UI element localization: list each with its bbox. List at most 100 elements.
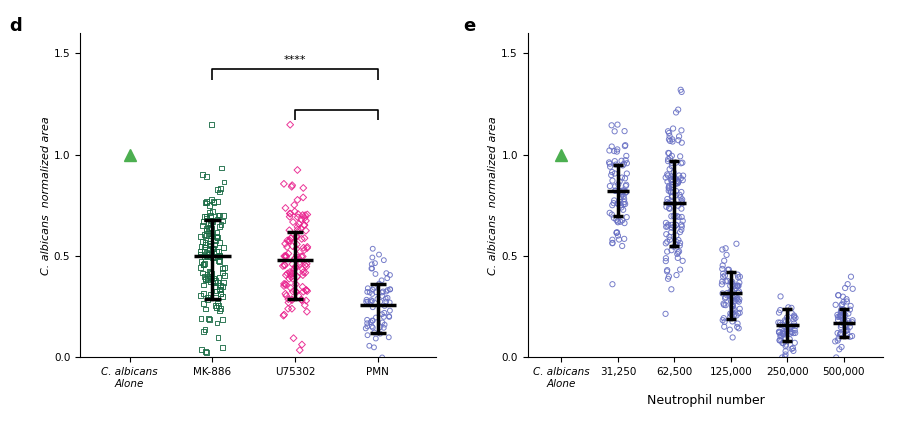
Text: e: e (464, 17, 476, 35)
Point (195, 238, 210, 245)
Point (297, 235, 311, 242)
Y-axis label: C. albicans  normalized area: C. albicans normalized area (41, 116, 51, 275)
Point (614, 204, 628, 211)
Point (771, 319, 786, 326)
Point (837, 311, 851, 318)
Point (295, 253, 310, 260)
Point (676, 218, 690, 224)
Point (289, 289, 303, 296)
Point (669, 192, 683, 198)
Point (199, 226, 213, 232)
Point (617, 142, 632, 149)
Point (670, 212, 684, 219)
Point (788, 329, 803, 336)
Point (716, 262, 730, 269)
Point (840, 296, 854, 303)
Point (370, 296, 384, 302)
Point (832, 335, 846, 342)
Point (216, 344, 230, 351)
Point (716, 315, 731, 321)
Point (205, 208, 220, 215)
Point (732, 282, 746, 289)
Point (280, 270, 294, 277)
Point (616, 189, 630, 195)
Point (298, 269, 312, 276)
Point (776, 329, 790, 336)
Point (725, 287, 740, 294)
Point (674, 214, 688, 220)
Point (210, 287, 224, 294)
Point (724, 298, 738, 305)
Point (196, 261, 211, 268)
Point (605, 143, 619, 150)
Point (204, 217, 219, 223)
Point (203, 224, 218, 231)
Point (210, 234, 224, 241)
Point (212, 253, 227, 260)
Point (619, 153, 634, 159)
Point (733, 279, 747, 286)
Point (210, 187, 224, 193)
Point (287, 208, 302, 215)
Point (375, 319, 390, 326)
Point (288, 255, 302, 262)
Point (360, 288, 374, 295)
Point (215, 265, 230, 272)
Point (725, 303, 740, 310)
Point (605, 202, 619, 209)
Point (729, 296, 743, 303)
Point (836, 298, 850, 305)
Point (659, 204, 673, 210)
Point (675, 139, 689, 146)
Point (663, 176, 678, 183)
Point (285, 288, 300, 295)
Point (202, 246, 216, 253)
Point (197, 213, 211, 220)
Point (368, 271, 382, 277)
Point (291, 254, 305, 261)
Point (214, 221, 229, 228)
Point (211, 212, 225, 219)
Point (831, 337, 845, 344)
Point (731, 274, 745, 281)
Point (194, 258, 208, 265)
Point (202, 316, 217, 323)
Point (364, 261, 379, 268)
Point (283, 210, 297, 217)
Point (831, 329, 845, 336)
Point (291, 196, 305, 203)
Point (197, 273, 211, 280)
Point (198, 199, 212, 206)
Point (202, 225, 216, 232)
Point (674, 226, 688, 233)
Point (292, 261, 307, 268)
Point (732, 288, 746, 295)
Point (665, 176, 680, 182)
Point (659, 220, 673, 226)
Point (619, 181, 634, 188)
Point (284, 235, 298, 242)
Point (215, 316, 230, 323)
Point (780, 326, 795, 333)
Point (603, 160, 617, 167)
X-axis label: Neutrophil number: Neutrophil number (646, 394, 764, 407)
Point (373, 298, 387, 305)
Point (664, 286, 679, 293)
Point (202, 220, 216, 226)
Point (783, 324, 797, 331)
Point (198, 275, 212, 282)
Point (292, 259, 307, 265)
Point (376, 324, 391, 331)
Point (659, 258, 673, 265)
Point (664, 247, 679, 254)
Point (278, 281, 293, 287)
Point (725, 303, 740, 310)
Point (610, 229, 625, 236)
Point (662, 136, 676, 143)
Point (670, 249, 685, 256)
Point (208, 302, 222, 309)
Point (194, 264, 208, 271)
Point (725, 318, 740, 325)
Point (833, 324, 848, 330)
Point (194, 251, 208, 257)
